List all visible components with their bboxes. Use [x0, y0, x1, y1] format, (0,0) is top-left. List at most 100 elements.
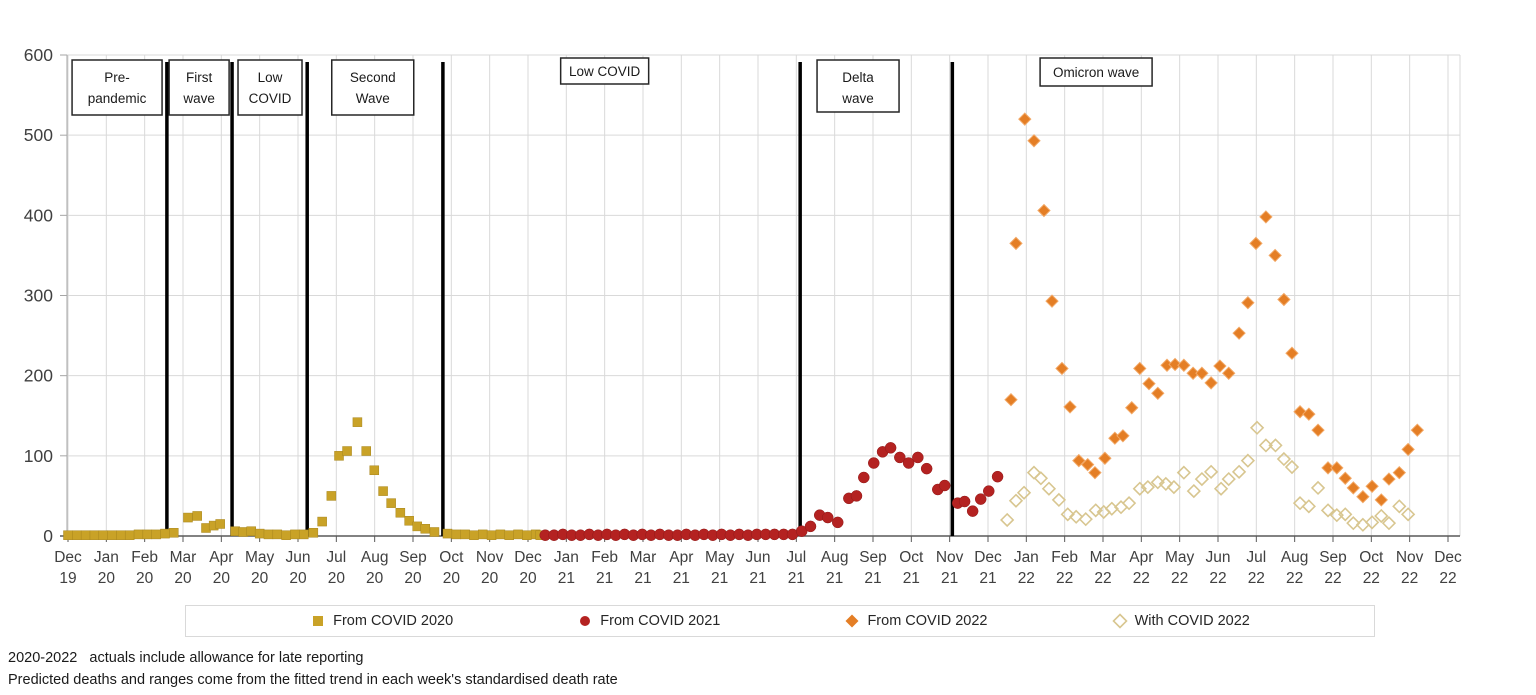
- x-axis-tick-label: Nov 21: [936, 549, 964, 587]
- data-point-from-covid-2021: [868, 457, 880, 469]
- data-point-from-covid-2020: [116, 530, 126, 540]
- data-point-from-covid-2020: [495, 529, 506, 540]
- data-point-from-covid-2020: [420, 524, 431, 534]
- data-point-from-covid-2020: [486, 530, 497, 540]
- data-point-from-covid-2020: [89, 530, 100, 540]
- data-point-from-covid-2022: [1055, 361, 1069, 376]
- data-point-from-covid-2020: [317, 516, 327, 527]
- data-point-from-covid-2020: [513, 529, 523, 540]
- data-point-from-covid-2020: [133, 529, 144, 540]
- legend-marker-square-icon: [313, 616, 324, 626]
- data-point-from-covid-2020: [378, 486, 388, 496]
- x-axis-tick-label: Feb 20: [131, 549, 158, 587]
- data-point-from-covid-2020: [142, 529, 153, 540]
- data-point-from-covid-2020: [107, 530, 117, 540]
- x-axis-tick-label: Apr 21: [669, 549, 693, 587]
- x-axis-tick-label: May 22: [1165, 549, 1195, 587]
- footnote-late-reporting: 2020-2022 actuals include allowance for …: [8, 650, 364, 666]
- wave-label-low-covid-box: [237, 59, 303, 116]
- x-axis-tick-label: Jul 21: [786, 549, 806, 587]
- data-point-from-covid-2020: [429, 527, 440, 537]
- data-point-with-covid-2022: [1268, 438, 1283, 453]
- data-point-from-covid-2021: [983, 485, 995, 497]
- covid-deaths-scatter-chart: 0 100 200 300 400 500 600 Dec 19 Jan 20 Feb 20 Mar 20 A…: [24, 45, 1462, 587]
- wave-label-low-covid-text: Low: [258, 70, 283, 85]
- wave-label-pre-pandemic-text: pandemic: [88, 91, 147, 106]
- y-axis-tick-label: 200: [24, 366, 53, 386]
- data-point-with-covid-2022: [1121, 496, 1137, 511]
- legend-item-from-covid-2021: From COVID 2021: [577, 613, 720, 629]
- data-point-from-covid-2022: [1018, 112, 1032, 126]
- data-point-with-covid-2022: [1026, 465, 1042, 480]
- data-point-from-covid-2022: [1088, 465, 1102, 480]
- data-point-from-covid-2020: [442, 528, 453, 539]
- data-point-from-covid-2020: [263, 529, 274, 540]
- legend-item-from-covid-2020: From COVID 2020: [310, 613, 453, 629]
- x-axis-tick-label: Apr 22: [1129, 549, 1153, 587]
- wave-label-pre-pandemic-box: [71, 59, 163, 116]
- data-point-with-covid-2022: [1338, 507, 1353, 522]
- x-axis-tick-label: Jun 22: [1205, 549, 1230, 587]
- data-point-from-covid-2022: [1410, 423, 1425, 437]
- wave-label-delta-wave-box: [816, 59, 900, 113]
- data-point-from-covid-2022: [1142, 376, 1156, 391]
- y-axis-tick-label: 100: [24, 446, 53, 466]
- data-point-with-covid-2022: [1240, 453, 1256, 468]
- data-point-from-covid-2020: [169, 528, 179, 538]
- data-point-from-covid-2021: [912, 451, 924, 464]
- data-point-with-covid-2022: [1088, 503, 1103, 518]
- data-point-from-covid-2021: [884, 442, 897, 454]
- footnote-predicted-deaths: Predicted deaths and ranges come from th…: [8, 671, 618, 688]
- data-point-from-covid-2022: [1382, 472, 1396, 486]
- data-point-from-covid-2020: [342, 446, 352, 456]
- x-axis-tick-label: Jun 21: [745, 549, 770, 587]
- data-point-from-covid-2022: [1072, 453, 1086, 468]
- data-point-from-covid-2021: [991, 470, 1004, 483]
- data-point-from-covid-2022: [1168, 357, 1182, 372]
- data-point-from-covid-2020: [460, 529, 470, 540]
- legend-marker-circle-icon: [580, 616, 591, 626]
- x-axis-tick-label: Sep 22: [1319, 549, 1347, 587]
- wave-label-second-wave-box: [330, 59, 415, 116]
- data-point-with-covid-2022: [1140, 479, 1155, 495]
- data-point-with-covid-2022: [1249, 420, 1265, 435]
- legend-marker-shape: [845, 614, 859, 628]
- data-point-from-covid-2020: [352, 417, 363, 427]
- x-axis-tick-label: Aug 20: [361, 549, 389, 587]
- data-point-from-covid-2022: [1213, 359, 1227, 373]
- wave-label-first-wave-text: First: [186, 70, 212, 85]
- data-point-from-covid-2022: [1356, 490, 1370, 504]
- data-point-with-covid-2022: [1276, 451, 1292, 467]
- data-point-from-covid-2020: [183, 512, 193, 523]
- legend-item-with-covid-2022: With COVID 2022: [1111, 613, 1250, 629]
- y-axis-tick-label: 0: [43, 526, 53, 546]
- data-point-from-covid-2021: [850, 490, 863, 502]
- data-point-from-covid-2020: [160, 528, 170, 539]
- data-point-from-covid-2020: [246, 526, 256, 536]
- x-axis-tick-label: Dec 22: [1434, 549, 1462, 587]
- legend-marker-shape: [1111, 613, 1128, 629]
- data-point-from-covid-2020: [72, 530, 82, 540]
- data-point-with-covid-2022: [1000, 512, 1015, 528]
- data-point-from-covid-2022: [1116, 429, 1130, 443]
- legend-label-with-covid-2022: With COVID 2022: [1134, 613, 1250, 629]
- x-axis-tick-label: Nov 20: [476, 549, 504, 587]
- data-point-from-covid-2022: [1004, 393, 1018, 407]
- x-axis-tick-label: Jan 22: [1014, 549, 1039, 587]
- data-point-with-covid-2022: [1132, 481, 1147, 496]
- data-point-from-covid-2022: [1037, 203, 1051, 218]
- data-point-from-covid-2020: [451, 529, 462, 540]
- wave-label-first-wave-text: wave: [182, 91, 215, 106]
- legend-marker-diamond-open-icon: [1111, 613, 1128, 629]
- data-point-with-covid-2022: [1392, 499, 1407, 514]
- data-point-from-covid-2022: [1063, 400, 1077, 414]
- data-point-from-covid-2020: [281, 530, 291, 540]
- data-point-with-covid-2022: [1078, 512, 1093, 527]
- x-axis-tick-label: Mar 21: [630, 549, 657, 587]
- x-axis-tick-label: May 21: [705, 549, 735, 587]
- x-axis-tick-label: Jun 20: [285, 549, 310, 587]
- data-point-with-covid-2022: [1400, 507, 1416, 522]
- data-point-with-covid-2022: [1033, 471, 1049, 486]
- data-point-with-covid-2022: [1150, 475, 1165, 490]
- y-axis-tick-label: 400: [24, 205, 53, 225]
